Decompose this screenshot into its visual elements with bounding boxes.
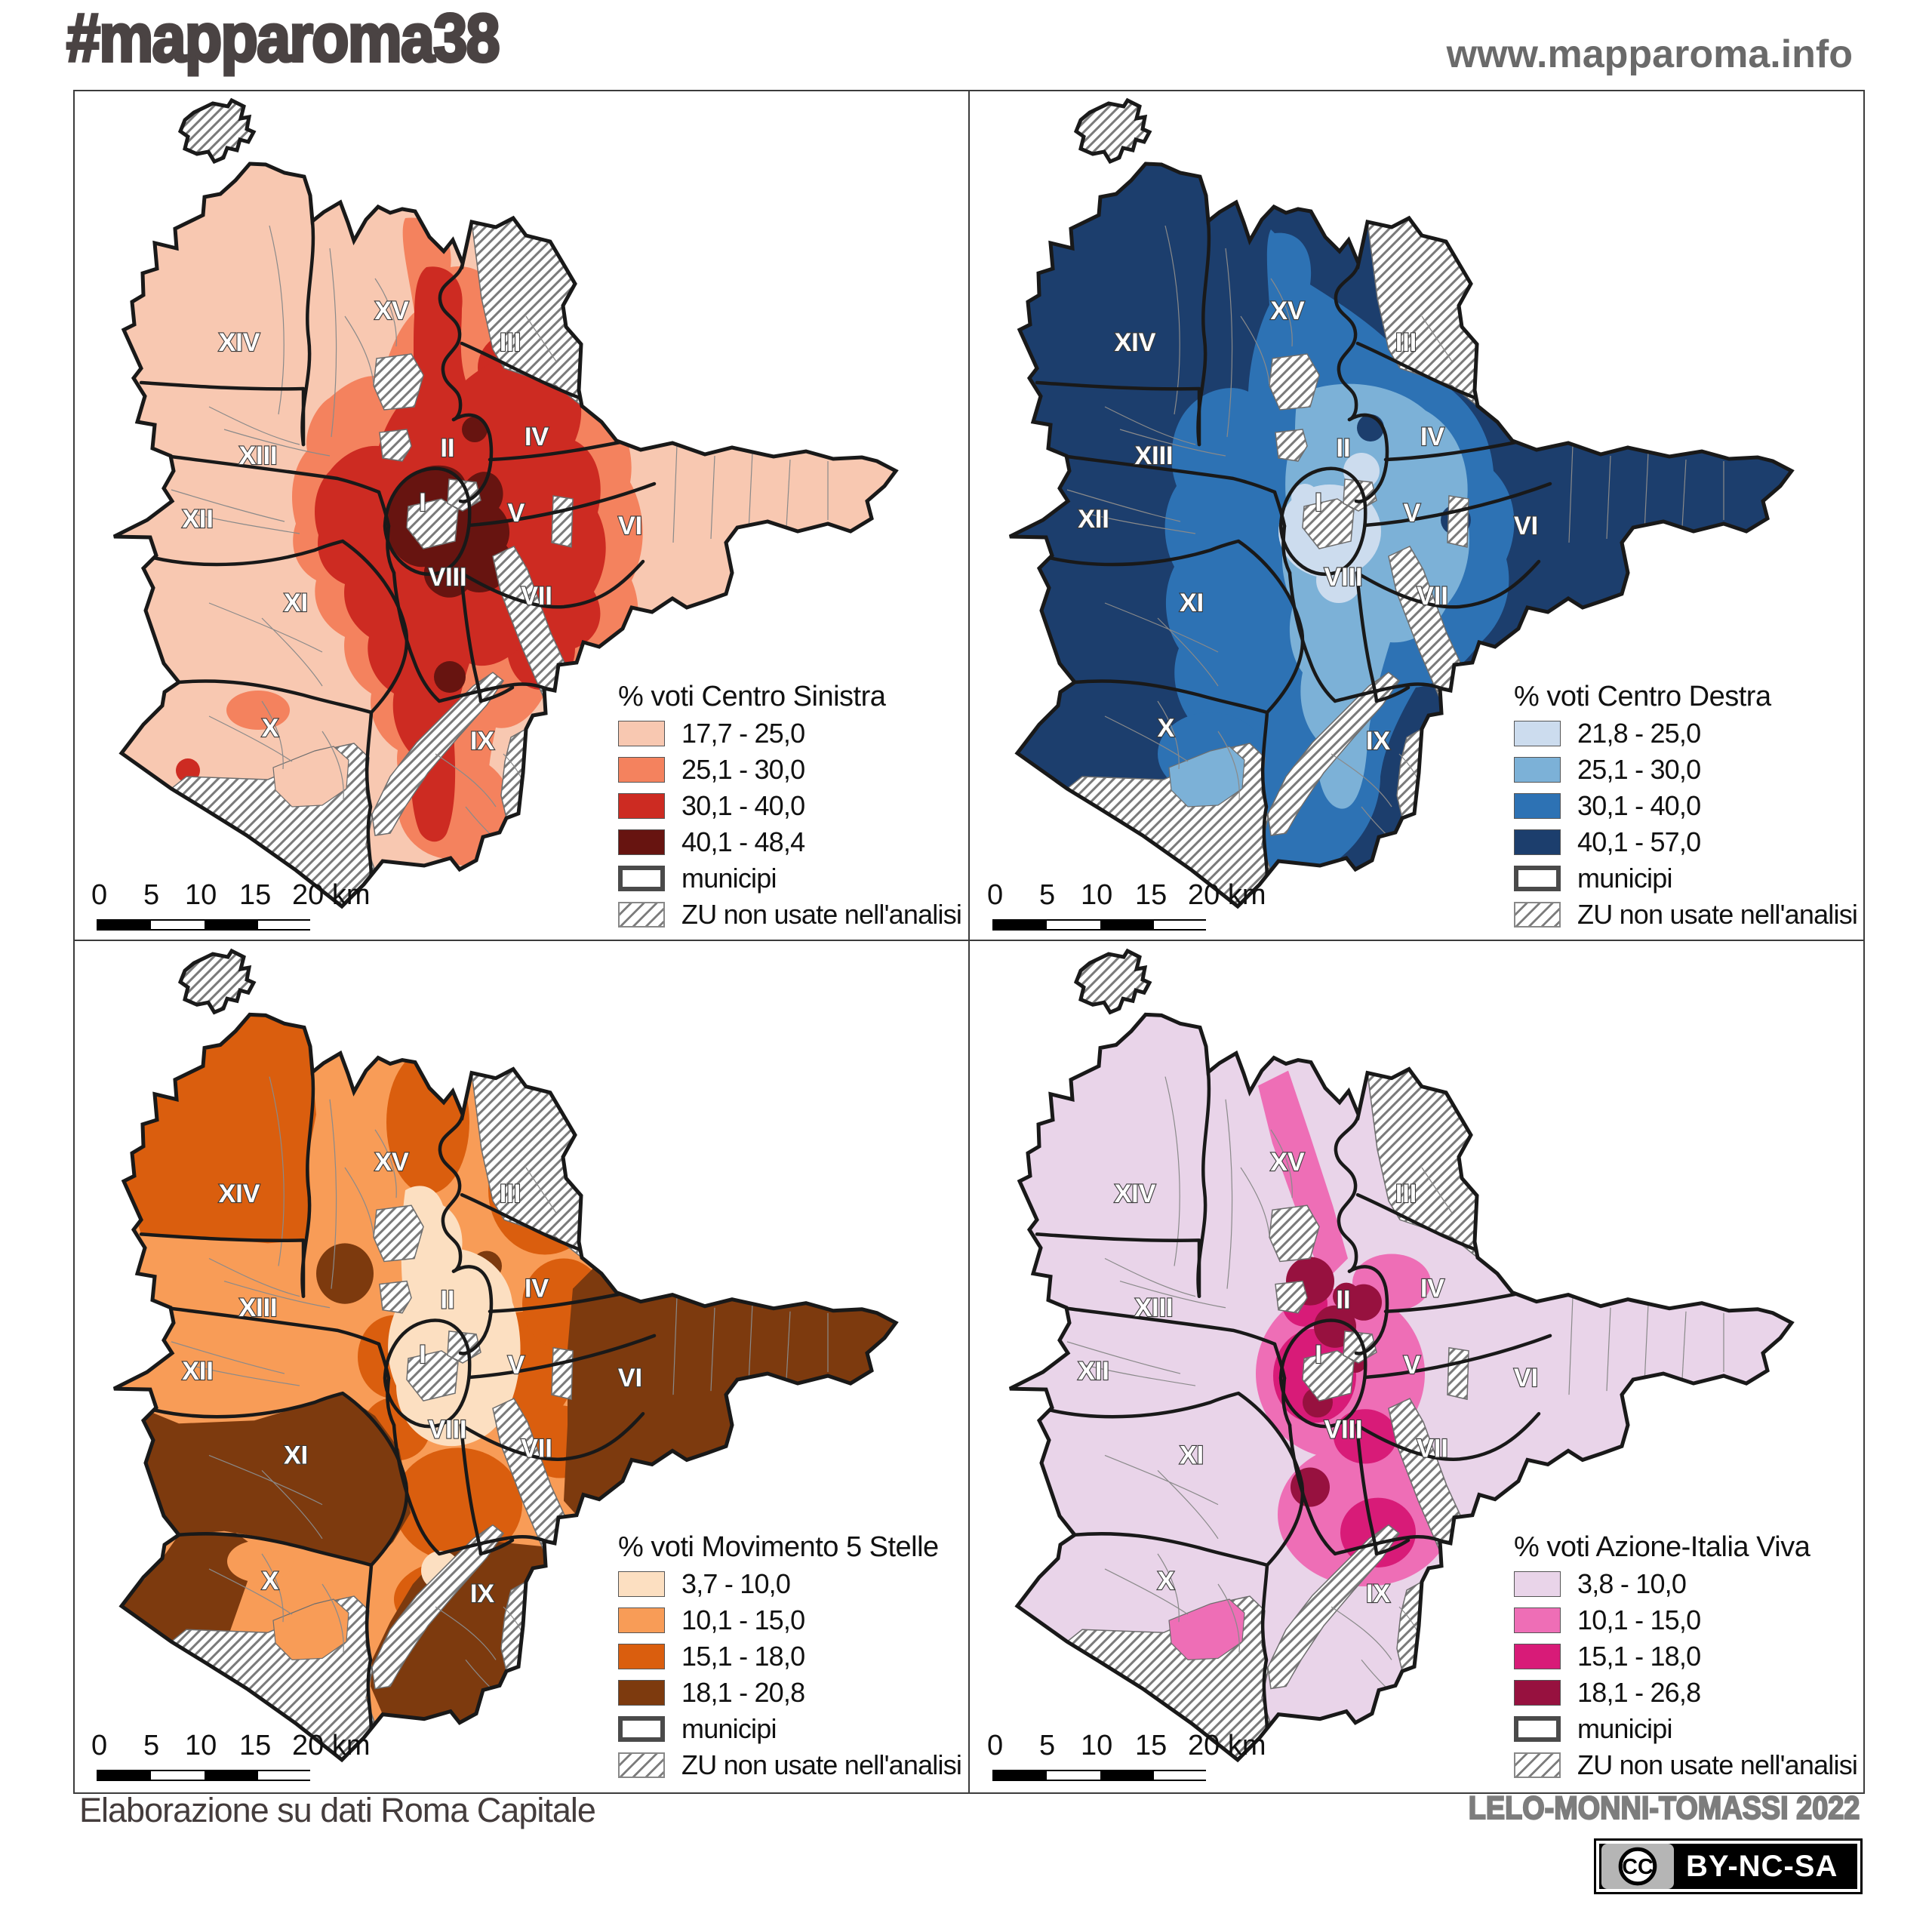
svg-text:CC: CC — [1622, 1855, 1653, 1879]
